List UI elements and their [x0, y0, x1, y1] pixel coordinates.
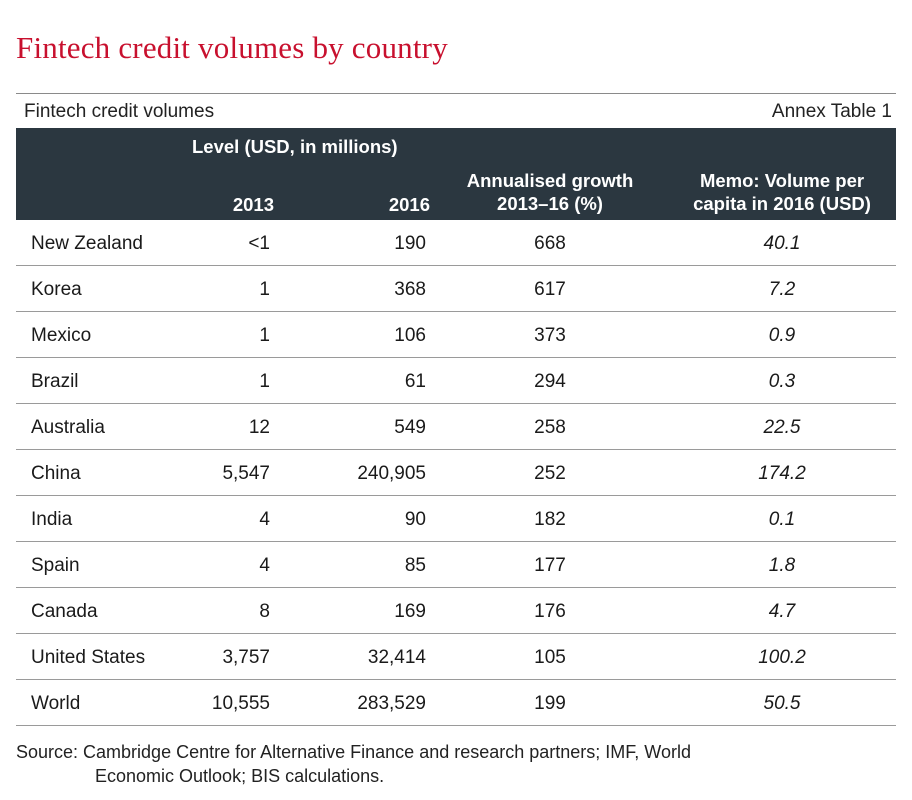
cell-2013: 10,555 [211, 693, 270, 714]
table-body: New Zealand <1 190 668 40.1 Korea 1 368 … [16, 220, 896, 726]
cell-2013: <1 [248, 233, 270, 254]
table-row: World 10,555 283,529 199 50.5 [16, 680, 896, 726]
cell-country: World [31, 693, 81, 714]
cell-memo: 100.2 [758, 647, 806, 668]
cell-2013: 1 [259, 279, 270, 300]
table-row: Canada 8 169 176 4.7 [16, 588, 896, 634]
cell-2013: 8 [259, 601, 270, 622]
table-header: Level (USD, in millions) 2013 2016 Annua… [16, 128, 896, 220]
header-level: Level (USD, in millions) [192, 136, 398, 157]
cell-growth: 177 [534, 555, 566, 576]
cell-2013: 12 [248, 417, 270, 438]
table-number: Annex Table 1 [771, 101, 892, 122]
header-growth: Annualised growth 2013–16 (%) [450, 169, 650, 215]
cell-memo: 40.1 [763, 233, 801, 254]
table-row: United States 3,757 32,414 105 100.2 [16, 634, 896, 680]
cell-2016: 85 [404, 555, 426, 576]
cell-growth: 182 [534, 509, 566, 530]
cell-memo: 0.3 [768, 371, 796, 392]
header-memo-line2: capita in 2016 (USD) [693, 193, 871, 214]
cell-2016: 61 [404, 371, 426, 392]
cell-2013: 1 [259, 325, 270, 346]
cell-country: New Zealand [31, 233, 143, 254]
cell-country: United States [31, 647, 146, 668]
cell-memo: 0.9 [768, 325, 796, 346]
header-2016: 2016 [388, 194, 430, 215]
table-caption: Fintech credit volumes [24, 101, 215, 122]
table-row: Korea 1 368 617 7.2 [16, 266, 896, 312]
cell-growth: 199 [534, 693, 566, 714]
cell-memo: 174.2 [758, 463, 806, 484]
table-row: New Zealand <1 190 668 40.1 [16, 220, 896, 266]
table-row: Mexico 1 106 373 0.9 [16, 312, 896, 358]
table-row: Spain 4 85 177 1.8 [16, 542, 896, 588]
cell-2016: 240,905 [357, 463, 426, 484]
cell-growth: 176 [534, 601, 566, 622]
cell-memo: 7.2 [768, 279, 796, 300]
cell-2013: 4 [259, 509, 270, 530]
cell-2013: 5,547 [222, 463, 270, 484]
cell-country: China [31, 463, 81, 484]
header-memo-line1: Memo: Volume per [699, 170, 865, 191]
cell-growth: 294 [534, 371, 566, 392]
cell-growth: 668 [534, 233, 566, 254]
source-note: Source: Cambridge Centre for Alternative… [16, 740, 896, 788]
cell-growth: 105 [534, 647, 566, 668]
cell-memo: 0.1 [768, 509, 796, 530]
cell-country: Spain [31, 555, 80, 576]
cell-memo: 4.7 [768, 601, 796, 622]
header-2013: 2013 [232, 194, 274, 215]
table-row: Brazil 1 61 294 0.3 [16, 358, 896, 404]
cell-2016: 283,529 [357, 693, 426, 714]
cell-country: Canada [31, 601, 98, 622]
cell-country: Brazil [31, 371, 79, 392]
cell-2016: 190 [394, 233, 426, 254]
cell-country: Australia [31, 417, 105, 438]
cell-2013: 4 [259, 555, 270, 576]
cell-2013: 1 [259, 371, 270, 392]
cell-2013: 3,757 [222, 647, 270, 668]
table-row: China 5,547 240,905 252 174.2 [16, 450, 896, 496]
cell-country: Mexico [31, 325, 92, 346]
top-divider [16, 93, 896, 94]
cell-country: Korea [31, 279, 82, 300]
cell-memo: 1.8 [768, 555, 796, 576]
cell-memo: 22.5 [763, 417, 801, 438]
cell-2016: 32,414 [367, 647, 426, 668]
cell-growth: 252 [534, 463, 566, 484]
cell-growth: 373 [534, 325, 566, 346]
cell-memo: 50.5 [763, 693, 801, 714]
cell-2016: 549 [394, 417, 426, 438]
cell-growth: 258 [534, 417, 566, 438]
header-growth-line2: 2013–16 (%) [497, 193, 603, 214]
source-line2: Economic Outlook; BIS calculations. [95, 766, 385, 786]
table-row: Australia 12 549 258 22.5 [16, 404, 896, 450]
header-memo: Memo: Volume per capita in 2016 (USD) [672, 169, 892, 215]
table-row: India 4 90 182 0.1 [16, 496, 896, 542]
cell-country: India [31, 509, 73, 530]
page-title: Fintech credit volumes by country [16, 30, 448, 65]
cell-2016: 169 [394, 601, 426, 622]
source-line1: Source: Cambridge Centre for Alternative… [16, 742, 691, 762]
cell-2016: 106 [394, 325, 426, 346]
cell-growth: 617 [534, 279, 566, 300]
cell-2016: 90 [404, 509, 426, 530]
cell-2016: 368 [394, 279, 426, 300]
header-growth-line1: Annualised growth [466, 170, 634, 191]
